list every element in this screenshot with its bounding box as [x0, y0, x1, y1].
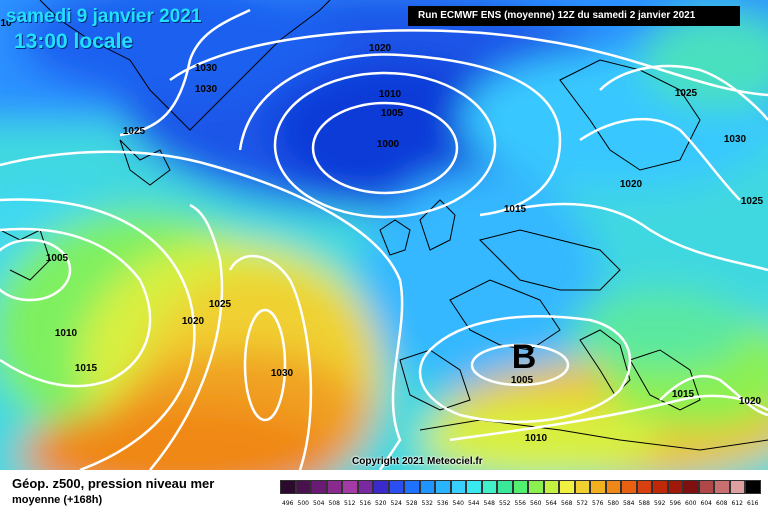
color-swatch [497, 480, 513, 494]
color-swatch [559, 480, 575, 494]
color-scale-tick: 560 [530, 500, 542, 507]
pressure-label: 1000 [377, 139, 400, 150]
color-swatch [745, 480, 761, 494]
run-info-banner: Run ECMWF ENS (moyenne) 12Z du samedi 2 … [408, 6, 740, 26]
color-swatch [342, 480, 358, 494]
color-swatch [512, 480, 528, 494]
color-scale-tick: 508 [328, 500, 340, 507]
color-swatch [714, 480, 730, 494]
forecast-date: samedi 9 janvier 2021 [6, 6, 202, 27]
pressure-label: 1010 [55, 328, 78, 339]
color-scale-tick: 536 [437, 500, 449, 507]
color-swatch [605, 480, 621, 494]
color-scale-tick: 544 [468, 500, 480, 507]
legend-title: Géop. z500, pression niveau mer [12, 476, 215, 491]
color-swatch [280, 480, 296, 494]
pressure-label: 1015 [672, 389, 695, 400]
pressure-label: 1005 [46, 253, 69, 264]
color-swatch [481, 480, 497, 494]
pressure-label: 1025 [123, 126, 146, 137]
geopotential-field [0, 0, 768, 470]
color-swatch [683, 480, 699, 494]
color-scale-tick: 524 [390, 500, 402, 507]
color-scale-tick: 600 [685, 500, 697, 507]
color-swatch [295, 480, 311, 494]
legend-subtitle: moyenne (+168h) [12, 494, 103, 506]
color-scale-tick: 596 [669, 500, 681, 507]
color-scale-tick: 580 [607, 500, 619, 507]
pressure-label: 1005 [511, 375, 534, 386]
color-swatch [388, 480, 404, 494]
color-scale-tick: 556 [514, 500, 526, 507]
pressure-label: 1020 [369, 43, 392, 54]
pressure-label: 1030 [271, 368, 294, 379]
color-swatch [590, 480, 606, 494]
color-swatch [404, 480, 420, 494]
color-scale-tick: 592 [654, 500, 666, 507]
color-scale-tick: 576 [592, 500, 604, 507]
color-scale-bar [280, 480, 761, 494]
low-pressure-marker: B [512, 338, 537, 376]
color-scale-tick: 588 [638, 500, 650, 507]
color-swatch [326, 480, 342, 494]
pressure-label: 1010 [525, 433, 548, 444]
color-swatch [574, 480, 590, 494]
pressure-label: 1025 [741, 196, 764, 207]
color-swatch [636, 480, 652, 494]
forecast-local-time: 13:00 locale [14, 30, 134, 53]
color-swatch [543, 480, 559, 494]
pressure-label: 1005 [381, 108, 404, 119]
color-swatch [466, 480, 482, 494]
color-scale-ticks: 496 500 504 508 512 516 520 524 528 532 536 540 544 5… [280, 500, 761, 507]
pressure-label: 1025 [209, 299, 232, 310]
color-swatch [450, 480, 466, 494]
pressure-label: 1025 [675, 88, 698, 99]
color-swatch [311, 480, 327, 494]
color-swatch [652, 480, 668, 494]
color-swatch [528, 480, 544, 494]
color-scale-tick: 568 [561, 500, 573, 507]
pressure-label: 1015 [75, 363, 98, 374]
color-scale-tick: 548 [483, 500, 495, 507]
pressure-label: 1030 [724, 134, 747, 145]
pressure-label: 10 [0, 18, 12, 29]
color-scale-tick: 496 [282, 500, 294, 507]
pressure-label: 1030 [195, 84, 218, 95]
isobars [0, 8, 768, 470]
color-swatch [667, 480, 683, 494]
pressure-label: 1030 [195, 63, 218, 74]
coastlines [0, 0, 768, 451]
copyright-text: Copyright 2021 Meteociel.fr [352, 456, 483, 467]
color-scale-tick: 516 [359, 500, 371, 507]
color-swatch [357, 480, 373, 494]
weather-map: 1020 1030 1030 1025 1010 1005 1000 1025 … [0, 0, 768, 470]
color-scale-tick: 604 [700, 500, 712, 507]
color-scale-tick: 520 [375, 500, 387, 507]
color-scale-tick: 512 [344, 500, 356, 507]
pressure-label: 1020 [182, 316, 205, 327]
color-swatch [698, 480, 714, 494]
color-scale-tick: 532 [421, 500, 433, 507]
color-scale-tick: 608 [716, 500, 728, 507]
pressure-label: 1020 [739, 396, 762, 407]
color-swatch [729, 480, 745, 494]
color-scale-tick: 504 [313, 500, 325, 507]
color-swatch [435, 480, 451, 494]
color-scale-tick: 612 [731, 500, 743, 507]
color-scale-tick: 616 [747, 500, 759, 507]
color-swatch [419, 480, 435, 494]
color-scale-tick: 500 [297, 500, 309, 507]
color-scale-tick: 540 [452, 500, 464, 507]
color-scale-tick: 552 [499, 500, 511, 507]
pressure-label: 1010 [379, 89, 402, 100]
color-scale-tick: 584 [623, 500, 635, 507]
color-scale-tick: 572 [576, 500, 588, 507]
color-swatch [621, 480, 637, 494]
color-swatch [373, 480, 389, 494]
pressure-labels: 1020 1030 1030 1025 1010 1005 1000 1025 … [0, 18, 763, 444]
color-scale-tick: 564 [545, 500, 557, 507]
color-scale-tick: 528 [406, 500, 418, 507]
pressure-label: 1015 [504, 204, 527, 215]
pressure-label: 1020 [620, 179, 643, 190]
